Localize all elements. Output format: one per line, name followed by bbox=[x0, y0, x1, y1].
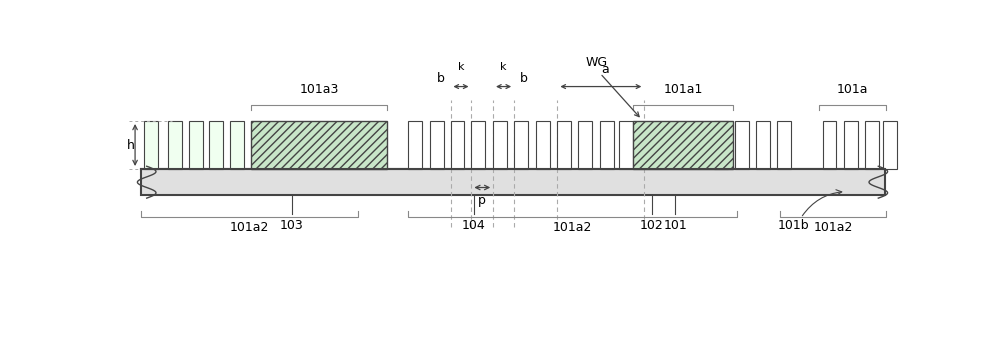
Bar bbox=[140, 169, 885, 196]
Bar bbox=[144, 121, 158, 169]
Text: p: p bbox=[478, 194, 486, 207]
Text: b: b bbox=[436, 72, 444, 85]
Bar bbox=[493, 121, 507, 169]
Bar bbox=[514, 121, 528, 169]
Text: k: k bbox=[458, 62, 464, 72]
Bar bbox=[777, 121, 791, 169]
Bar bbox=[600, 121, 614, 169]
Bar bbox=[822, 121, 836, 169]
Bar bbox=[189, 121, 202, 169]
Bar bbox=[844, 121, 858, 169]
Bar bbox=[735, 121, 749, 169]
Bar bbox=[714, 121, 728, 169]
Text: 101a3: 101a3 bbox=[299, 83, 339, 96]
Bar bbox=[408, 121, 422, 169]
Bar bbox=[450, 121, 464, 169]
Text: WG: WG bbox=[585, 56, 607, 69]
Text: h: h bbox=[127, 138, 134, 151]
Bar bbox=[168, 121, 182, 169]
Text: b: b bbox=[520, 72, 528, 85]
Bar bbox=[578, 121, 592, 169]
Text: 104: 104 bbox=[462, 219, 486, 233]
Bar bbox=[209, 121, 223, 169]
Text: a: a bbox=[601, 63, 609, 76]
Bar bbox=[865, 121, 879, 169]
Text: 102: 102 bbox=[640, 219, 664, 233]
Bar bbox=[536, 121, 550, 169]
Bar bbox=[230, 121, 244, 169]
Text: k: k bbox=[500, 62, 507, 72]
Text: 101b: 101b bbox=[777, 219, 809, 233]
Bar bbox=[430, 121, 444, 169]
Bar bbox=[633, 121, 733, 169]
Bar bbox=[756, 121, 770, 169]
Bar bbox=[251, 121, 387, 169]
Text: 101a1: 101a1 bbox=[663, 83, 703, 96]
Bar bbox=[471, 121, 485, 169]
Text: 103: 103 bbox=[280, 219, 304, 233]
Text: 101a2: 101a2 bbox=[553, 221, 592, 234]
Text: 101a2: 101a2 bbox=[229, 221, 269, 234]
Text: 101a: 101a bbox=[837, 83, 868, 96]
Bar bbox=[883, 121, 897, 169]
Text: 101: 101 bbox=[663, 219, 687, 233]
Text: 101a2: 101a2 bbox=[813, 221, 853, 234]
Bar bbox=[619, 121, 633, 169]
Bar bbox=[557, 121, 571, 169]
